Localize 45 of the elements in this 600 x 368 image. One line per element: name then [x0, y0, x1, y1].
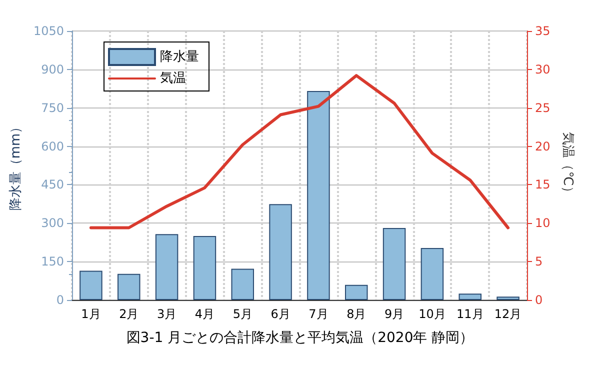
- x-tick-label: 10月: [418, 307, 446, 321]
- bar: [458, 294, 482, 300]
- y-tick-label: 0: [56, 293, 64, 307]
- x-tick-label: 9月: [384, 307, 404, 321]
- y-tick-label: 450: [41, 178, 64, 192]
- y-tick-label: 1050: [33, 24, 64, 38]
- y2-tick-label: 35: [535, 24, 550, 38]
- text: 図3-1 月ごとの合計降水量と平均気温（2020年 静岡）: [126, 330, 474, 346]
- y2-tick-label: 0: [535, 293, 543, 307]
- y-tick-label: 300: [41, 216, 64, 230]
- bar: [231, 268, 254, 300]
- bar: [345, 284, 368, 300]
- x-tick-label: 5月: [232, 307, 252, 321]
- y-tick-label: 750: [41, 100, 64, 115]
- legend-label: 気温: [160, 71, 186, 86]
- x-tick-label: 12月: [494, 307, 522, 321]
- x-tick-label: 11月: [456, 307, 484, 321]
- y-tick-label: 900: [41, 62, 64, 76]
- y2-tick-label: 30: [535, 62, 550, 76]
- x-tick-label: 3月: [156, 307, 177, 321]
- bar: [118, 274, 140, 300]
- bar: [496, 296, 520, 300]
- x-tick-label: 7月: [308, 307, 328, 321]
- y-axis-title: 降水量（mm）: [8, 120, 24, 211]
- y2-tick-label: 15: [535, 178, 550, 192]
- x-tick-label: 6月: [270, 307, 290, 321]
- bar: [193, 236, 216, 300]
- y2-tick-label: 5: [535, 254, 543, 269]
- bar: [155, 234, 178, 300]
- x-tick-label: 2月: [119, 307, 139, 321]
- x-tick-label: 8月: [346, 307, 366, 321]
- legend-label: 降水量: [160, 50, 199, 64]
- y-tick-label: 600: [41, 139, 64, 154]
- y2-axis-title: 気温（℃）: [560, 132, 576, 199]
- x-tick-label: 1月: [81, 307, 101, 321]
- bar: [420, 248, 444, 300]
- y2-tick-label: 10: [535, 216, 550, 230]
- y2-tick-label: 25: [535, 100, 550, 115]
- bar: [269, 204, 292, 300]
- bar: [80, 270, 102, 300]
- y-tick-label: 150: [41, 254, 64, 269]
- y2-tick-label: 20: [535, 139, 550, 154]
- bar: [382, 228, 406, 300]
- x-tick-label: 4月: [194, 307, 215, 321]
- bar: [307, 90, 330, 300]
